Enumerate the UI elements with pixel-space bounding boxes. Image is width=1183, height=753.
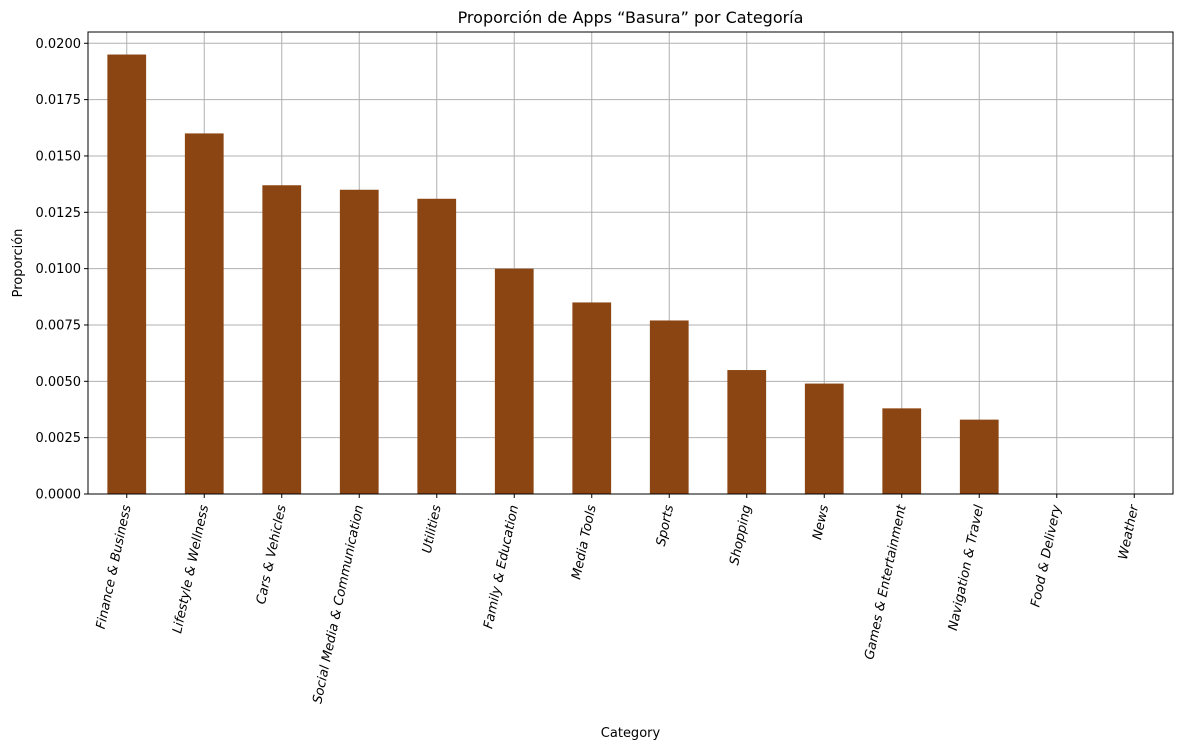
bar [417, 198, 457, 494]
x-tick-label: Family & Education [481, 504, 522, 631]
bar [262, 185, 302, 494]
y-tick-label: 0.0050 [36, 375, 82, 390]
x-tick-label: Games & Entertainment [862, 503, 910, 661]
bars [107, 54, 999, 495]
bar [882, 408, 922, 494]
y-axis-ticks: 0.0000 0.0025 0.0050 0.0075 0.0100 0.0125 0.01… [36, 37, 88, 503]
x-tick-label: Navigation & Travel [946, 503, 987, 632]
bar [649, 320, 689, 494]
y-tick-label: 0.0000 [36, 488, 82, 503]
x-tick-label: Shopping [727, 504, 754, 567]
y-tick-label: 0.0200 [36, 37, 82, 52]
x-axis-label: Category [601, 726, 661, 741]
x-tick-label: Sports [654, 504, 677, 548]
plot-frame [87, 31, 1174, 495]
bar [494, 268, 534, 494]
bar [572, 302, 612, 494]
chart-title: Proporción de Apps “Basura” por Categorí… [458, 8, 804, 27]
y-tick-label: 0.0125 [36, 206, 82, 221]
y-tick-label: 0.0175 [36, 93, 82, 108]
y-axis-label: Proporción [11, 229, 26, 298]
grid-lines [88, 32, 1173, 495]
x-tick-label: Food & Delivery [1028, 503, 1064, 608]
x-tick-label: Social Media & Communication [310, 504, 367, 705]
x-tick-label: Finance & Business [94, 504, 135, 631]
bar [107, 54, 147, 494]
x-axis-ticks: Finance & Business Lifestyle & Wellness Ca… [94, 494, 1143, 705]
x-tick-label: Utilities [420, 504, 445, 555]
bar [339, 189, 379, 494]
y-tick-label: 0.0150 [36, 149, 82, 164]
x-tick-label: Weather [1116, 502, 1143, 561]
x-tick-label: Media Tools [569, 503, 599, 580]
bar [184, 133, 224, 495]
y-tick-label: 0.0075 [36, 318, 82, 333]
x-tick-label: News [810, 504, 832, 542]
x-tick-label: Lifestyle & Wellness [170, 504, 212, 635]
bar [804, 383, 844, 494]
bar [727, 370, 767, 494]
y-tick-label: 0.0025 [36, 431, 82, 446]
y-tick-label: 0.0100 [36, 262, 82, 277]
bar [959, 419, 999, 494]
x-tick-label: Cars & Vehicles [254, 503, 290, 605]
